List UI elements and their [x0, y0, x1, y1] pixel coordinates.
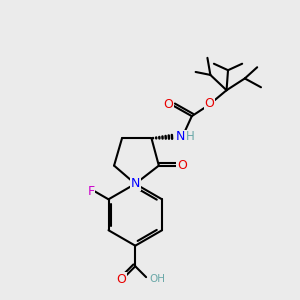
- Text: N: N: [176, 130, 185, 143]
- Text: N: N: [130, 177, 140, 190]
- Text: O: O: [205, 97, 214, 110]
- Text: O: O: [117, 273, 126, 286]
- Text: OH: OH: [150, 274, 166, 284]
- Text: F: F: [87, 185, 94, 198]
- Text: H: H: [186, 130, 195, 143]
- Text: O: O: [177, 159, 187, 172]
- Text: O: O: [163, 98, 173, 111]
